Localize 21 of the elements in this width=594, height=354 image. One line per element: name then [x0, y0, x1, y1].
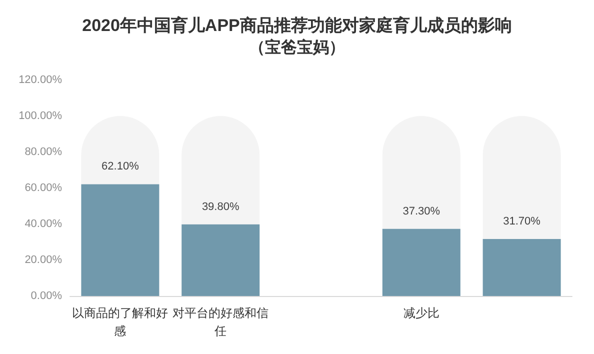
- y-tick-label: 120.00%: [18, 74, 62, 86]
- bar: [482, 238, 561, 296]
- data-label: 37.30%: [402, 205, 440, 218]
- x-tick-label: 以商品的了解和好感: [72, 306, 168, 338]
- y-tick-label: 40.00%: [24, 218, 62, 230]
- y-tick-label: 100.00%: [18, 110, 62, 122]
- bar: [182, 224, 260, 296]
- x-tick-label: 减少比: [403, 306, 440, 320]
- y-tick-label: 20.00%: [24, 254, 62, 266]
- x-tick-label: 对平台的好感和信任: [172, 306, 269, 338]
- data-label: 62.10%: [102, 160, 140, 173]
- chart-title: 2020年中国育儿APP商品推荐功能对家庭育儿成员的影响: [82, 15, 512, 35]
- y-tick-label: 60.00%: [24, 182, 62, 194]
- bar: [482, 116, 561, 239]
- data-label: 39.80%: [202, 200, 240, 213]
- y-tick-label: 0.00%: [30, 290, 62, 302]
- chart-subtitle: （宝爸宝妈）: [249, 38, 345, 56]
- y-tick-label: 80.00%: [24, 146, 62, 158]
- bar: [382, 228, 460, 296]
- bar: [81, 184, 160, 296]
- data-label: 31.70%: [503, 215, 541, 228]
